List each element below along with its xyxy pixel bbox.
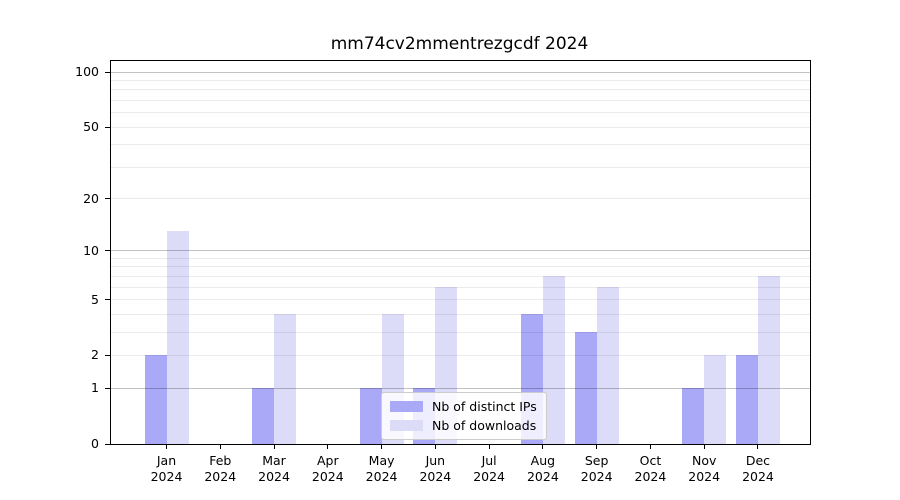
legend-swatch-downloads-icon (390, 420, 423, 431)
x-axis-tick (327, 444, 329, 449)
legend-entry-downloads: Nb of downloads (390, 418, 537, 433)
gridline-minor (111, 80, 810, 82)
x-axis-tick (757, 444, 759, 449)
gridline-minor (111, 275, 810, 277)
legend-entry-distinct-ips: Nb of distinct IPs (390, 399, 537, 414)
gridline-minor (111, 257, 810, 259)
x-axis-tick (488, 444, 490, 449)
x-axis-tick-label: Feb 2024 (204, 453, 237, 484)
y-axis-tick-label: 20 (83, 190, 99, 206)
y-axis-tick-label: 100 (75, 64, 99, 80)
gridline-major (111, 250, 810, 252)
gridline-minor (111, 266, 810, 268)
y-axis-tick (105, 71, 110, 73)
gridline-minor (111, 144, 810, 146)
x-axis-tick-label: Aug 2024 (526, 453, 559, 484)
x-axis-tick (542, 444, 544, 449)
bar-distinct-ips-nov (682, 388, 705, 444)
x-axis-tick (596, 444, 598, 449)
bar-downloads-mar (274, 314, 297, 444)
plot-area: Nb of distinct IPs Nb of downloads 0 1 2 5 1… (75, 60, 811, 484)
y-axis-tick (105, 387, 110, 389)
y-axis-tick-label: 2 (91, 347, 99, 363)
y-axis-tick (105, 354, 110, 356)
x-axis-tick (381, 444, 383, 449)
bar-distinct-ips-mar (252, 388, 275, 444)
x-axis-tick-label: Mar 2024 (258, 453, 290, 484)
bar-downloads-dec (757, 276, 780, 444)
gridline-minor (111, 331, 810, 333)
bar-downloads-sep (596, 287, 619, 444)
gridline-major (111, 387, 810, 389)
y-axis-tick (105, 126, 110, 128)
bar-distinct-ips-dec (735, 355, 758, 444)
x-axis-tick (434, 444, 436, 449)
x-axis-tick-label: Jun 2024 (419, 453, 452, 484)
x-axis-tick-label: Dec 2024 (742, 453, 774, 484)
x-axis-tick-label: Apr 2024 (311, 453, 344, 484)
y-axis-tick-label: 1 (91, 380, 99, 396)
gridline-minor (111, 299, 810, 301)
bar-downloads-nov (704, 355, 727, 444)
legend: Nb of distinct IPs Nb of downloads (381, 392, 547, 440)
chart-title: mm74cv2mmentrezgcdf 2024 (330, 34, 589, 54)
x-axis-tick (166, 444, 167, 449)
y-axis-tick (105, 250, 110, 252)
gridline-minor (111, 313, 810, 315)
y-axis-tick-label: 10 (83, 242, 99, 258)
x-axis-tick-label: Sep 2024 (580, 453, 613, 484)
bar-distinct-ips-sep (574, 332, 597, 444)
y-axis-tick-label: 0 (91, 436, 99, 451)
y-axis-tick (105, 299, 110, 301)
legend-label-downloads: Nb of downloads (432, 418, 537, 433)
bar-downloads-jan (166, 231, 189, 444)
y-axis-tick-label: 50 (83, 119, 99, 135)
x-axis-tick-label: Jul 2024 (473, 453, 506, 484)
gridline-minor (111, 126, 810, 128)
bar-distinct-ips-jan (144, 355, 167, 444)
gridline-minor (111, 166, 810, 168)
legend-swatch-distinct-ips-icon (390, 401, 423, 412)
legend-label-distinct-ips: Nb of distinct IPs (432, 399, 537, 414)
x-axis-tick (703, 444, 705, 449)
bar-downloads-aug (542, 276, 565, 444)
gridline-minor (111, 89, 810, 91)
gridline-major (111, 71, 810, 73)
gridline-minor (111, 354, 810, 356)
x-axis-tick (219, 444, 221, 449)
gridline-minor (111, 286, 810, 288)
gridline-minor (111, 100, 810, 102)
x-axis-tick-label: Jan 2024 (150, 453, 183, 484)
x-axis-tick (649, 444, 651, 449)
y-axis-tick (105, 443, 110, 445)
y-axis-tick-label: 5 (91, 291, 99, 307)
gridline-minor (111, 112, 810, 114)
y-axis-tick (105, 198, 110, 200)
x-axis-tick-label: Oct 2024 (634, 453, 667, 484)
x-axis-tick-label: May 2024 (365, 453, 398, 484)
bar-distinct-ips-may (359, 388, 382, 444)
x-axis-tick (273, 444, 275, 449)
x-axis-tick-label: Nov 2024 (688, 453, 721, 484)
gridline-minor (111, 198, 810, 200)
